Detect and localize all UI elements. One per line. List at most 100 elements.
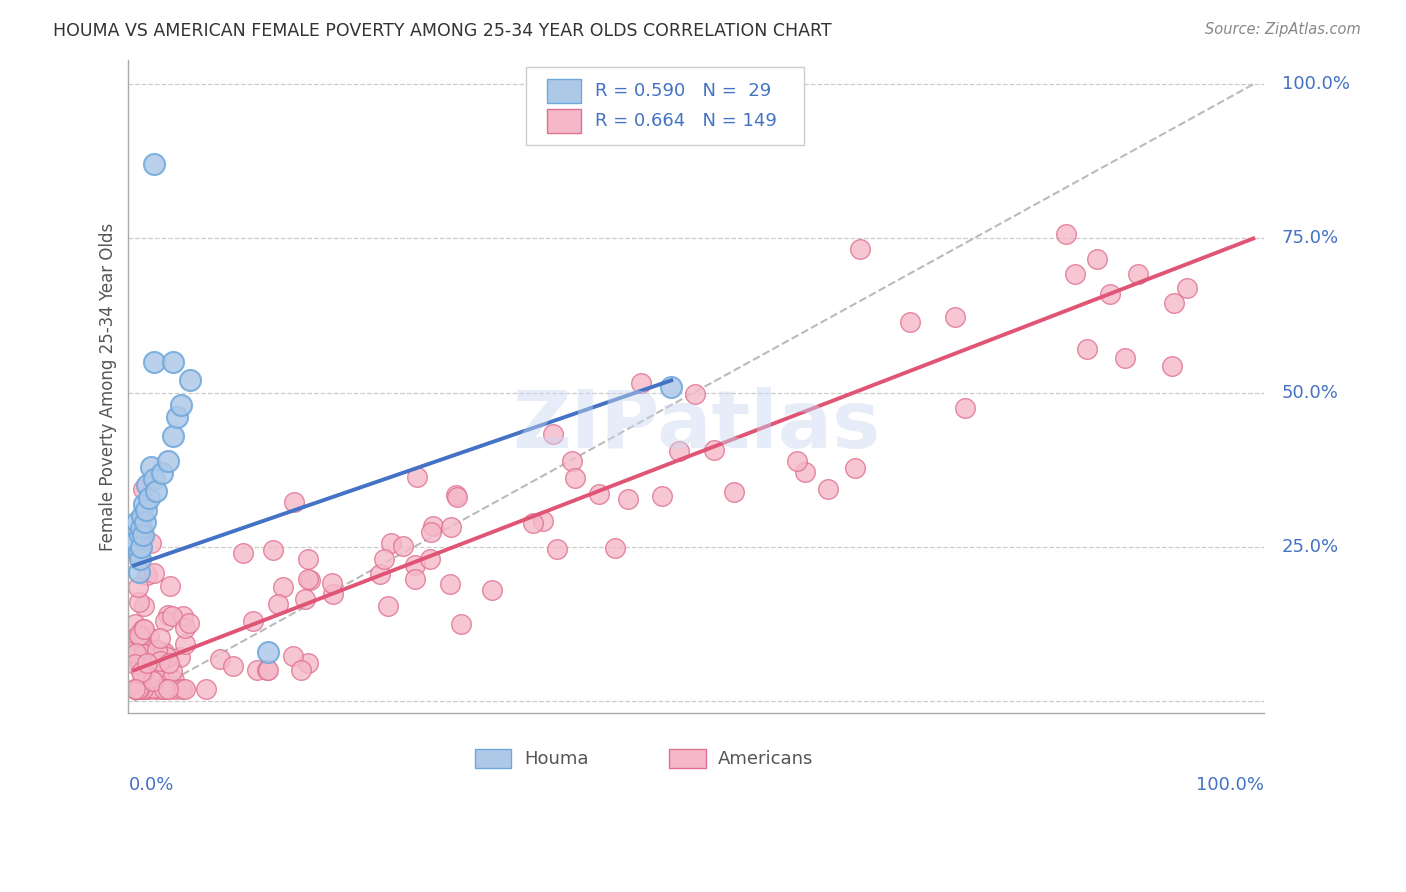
- Point: [1054, 227, 1077, 242]
- Point: [145, 484, 167, 499]
- Point: [131, 660, 153, 674]
- Point: [373, 552, 395, 566]
- Point: [481, 583, 503, 598]
- Point: [131, 509, 153, 524]
- Point: [127, 581, 149, 595]
- Point: [142, 674, 165, 689]
- Point: [156, 453, 179, 467]
- Point: [1064, 268, 1087, 282]
- Point: [129, 658, 152, 673]
- Point: [129, 654, 152, 668]
- Point: [129, 681, 152, 696]
- Point: [256, 663, 278, 677]
- Point: [150, 466, 173, 480]
- Point: [134, 640, 156, 654]
- Point: [131, 680, 153, 694]
- Point: [703, 443, 725, 458]
- Point: [786, 454, 808, 468]
- Point: [404, 558, 426, 572]
- Point: [134, 497, 156, 511]
- Point: [440, 520, 463, 534]
- Point: [817, 482, 839, 496]
- Point: [1163, 296, 1185, 310]
- Point: [1126, 267, 1149, 281]
- FancyBboxPatch shape: [547, 78, 581, 103]
- Point: [257, 645, 280, 659]
- Point: [128, 565, 150, 579]
- Point: [668, 443, 690, 458]
- Point: [406, 470, 429, 484]
- Text: R = 0.590   N =  29: R = 0.590 N = 29: [595, 82, 772, 100]
- Point: [392, 539, 415, 553]
- Point: [129, 681, 152, 696]
- Point: [208, 651, 231, 665]
- Point: [172, 609, 194, 624]
- Point: [134, 677, 156, 691]
- Text: ZIPatlas: ZIPatlas: [512, 387, 880, 465]
- Point: [588, 487, 610, 501]
- Point: [683, 387, 706, 401]
- Point: [143, 681, 166, 696]
- Point: [139, 536, 162, 550]
- Point: [1114, 351, 1136, 365]
- Point: [128, 624, 150, 639]
- Point: [166, 410, 188, 425]
- Point: [242, 614, 264, 628]
- Point: [135, 503, 157, 517]
- Point: [271, 580, 294, 594]
- Point: [605, 541, 627, 555]
- Point: [157, 681, 180, 696]
- Point: [132, 622, 155, 636]
- Text: R = 0.664   N = 149: R = 0.664 N = 149: [595, 112, 778, 130]
- Point: [127, 681, 149, 696]
- Point: [160, 609, 183, 624]
- Point: [321, 575, 343, 590]
- Point: [561, 454, 583, 468]
- Point: [246, 663, 269, 677]
- Point: [297, 552, 319, 566]
- Point: [169, 649, 191, 664]
- Text: Source: ZipAtlas.com: Source: ZipAtlas.com: [1205, 22, 1361, 37]
- Point: [129, 665, 152, 679]
- Point: [136, 681, 159, 696]
- Point: [267, 597, 290, 611]
- Point: [125, 533, 148, 548]
- Point: [221, 658, 243, 673]
- Point: [148, 669, 170, 683]
- Point: [136, 656, 159, 670]
- Point: [170, 398, 193, 412]
- Point: [145, 642, 167, 657]
- Point: [124, 648, 146, 662]
- Point: [1098, 287, 1121, 301]
- Point: [129, 521, 152, 535]
- Point: [1076, 343, 1098, 357]
- Point: [543, 426, 565, 441]
- Point: [294, 591, 316, 606]
- Point: [531, 514, 554, 528]
- Point: [131, 681, 153, 696]
- Point: [297, 572, 319, 586]
- Text: HOUMA VS AMERICAN FEMALE POVERTY AMONG 25-34 YEAR OLDS CORRELATION CHART: HOUMA VS AMERICAN FEMALE POVERTY AMONG 2…: [53, 22, 832, 40]
- Point: [124, 657, 146, 672]
- Point: [156, 681, 179, 696]
- Point: [124, 681, 146, 696]
- Point: [143, 657, 166, 672]
- Point: [136, 478, 159, 492]
- Point: [368, 567, 391, 582]
- Point: [128, 546, 150, 560]
- Point: [943, 310, 966, 324]
- Point: [723, 485, 745, 500]
- Point: [128, 595, 150, 609]
- Point: [128, 630, 150, 644]
- Point: [142, 664, 165, 678]
- Point: [142, 681, 165, 696]
- Point: [1085, 252, 1108, 266]
- Point: [848, 242, 870, 256]
- Point: [143, 566, 166, 580]
- Text: 50.0%: 50.0%: [1281, 384, 1339, 401]
- Point: [404, 572, 426, 586]
- Point: [174, 636, 197, 650]
- Point: [131, 667, 153, 681]
- Point: [844, 461, 866, 475]
- Point: [564, 471, 586, 485]
